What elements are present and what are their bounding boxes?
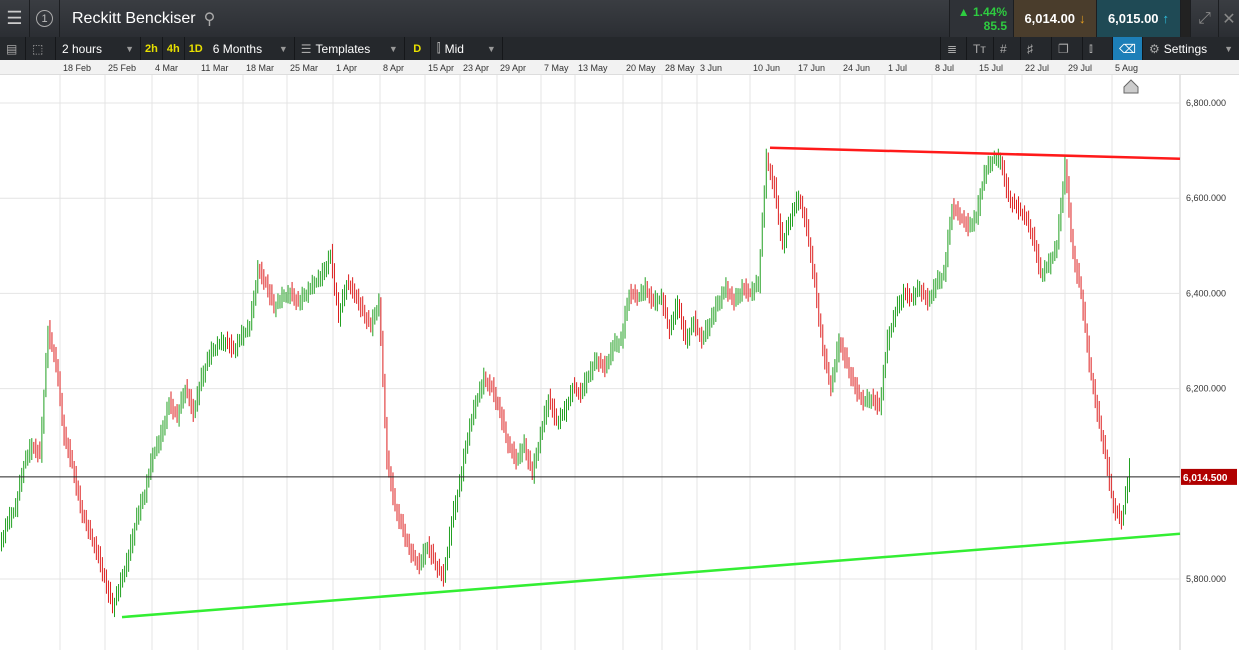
header-bar: ☰ 1 Reckitt Benckiser ⚲ ▲ 1.44% 85.5 6,014… [0, 0, 1239, 37]
y-tick-label: 6,400.000 [1186, 288, 1226, 298]
x-tick-label: 20 May [626, 63, 656, 73]
templates-select[interactable]: ☰ Templates ▼ [295, 37, 405, 60]
sell-button[interactable]: 6,014.00 ↓ [1014, 0, 1097, 37]
settings-label: Settings [1163, 41, 1208, 56]
sell-price: 6,014.00 [1024, 11, 1076, 26]
text-icon[interactable]: Tт [967, 37, 994, 60]
price-axis [1180, 75, 1239, 650]
y-tick-label: 6,200.000 [1186, 384, 1226, 394]
x-tick-label: 1 Jul [888, 63, 908, 73]
arrow-up-icon: ↑ [1162, 11, 1170, 26]
x-tick-label: 13 May [578, 63, 608, 73]
range-select[interactable]: 6 Months ▼ [207, 37, 295, 60]
change-percent: 1.44% [972, 4, 1007, 19]
quick-1d[interactable]: 1D [188, 42, 203, 55]
candles-icon: ⫿ [436, 41, 441, 55]
chevron-down-icon: ▼ [388, 43, 398, 54]
x-tick-label: 23 Apr [463, 63, 490, 73]
price-chart[interactable]: 6,800.000 6,600.000 6,400.000 6,200.000 5,80… [0, 75, 1239, 650]
close-icon[interactable]: ✕ [1222, 10, 1236, 28]
x-tick-label: 7 May [544, 63, 569, 73]
x-tick-label: 4 Mar [155, 63, 179, 73]
buy-button[interactable]: 6,015.00 ↑ [1097, 0, 1181, 37]
menu-icon[interactable]: ☰ [0, 0, 30, 37]
y-tick-label: 6,600.000 [1186, 193, 1226, 203]
x-tick-label: 5 Aug [1115, 63, 1139, 73]
sliders-icon: ☰ [300, 41, 312, 56]
x-tick-label: 18 Mar [246, 63, 275, 73]
expand-icon[interactable]: ⤢ [1191, 0, 1219, 37]
x-tick-label: 11 Mar [201, 63, 229, 73]
support-trendline [121, 532, 1181, 619]
x-tick-label: 29 Jul [1068, 63, 1093, 73]
current-price-label: 6,014.500 [1183, 473, 1228, 484]
x-tick-label: 8 Jul [935, 63, 955, 73]
interval-select[interactable]: 2 hours ▼ [56, 37, 141, 60]
y-tick-label: 5,800.000 [1186, 574, 1226, 584]
chevron-down-icon: ▼ [278, 43, 288, 54]
search-icon[interactable]: ⚲ [203, 10, 216, 28]
x-tick-label: 29 Apr [500, 63, 527, 73]
x-tick-label: 10 Jun [753, 63, 781, 73]
time-axis[interactable]: 18 Feb 25 Feb 4 Mar 11 Mar 18 Mar 25 Mar 1 Apr… [0, 60, 1239, 75]
instrument-name: Reckitt Benckiser [72, 9, 196, 27]
list-icon[interactable]: ▤ [0, 37, 26, 60]
price-type-value: Mid [444, 41, 464, 56]
grid-icon[interactable]: # [994, 37, 1021, 60]
scroll-marker-icon[interactable] [1123, 79, 1139, 94]
candle-icon[interactable]: ⫾ [1083, 37, 1113, 60]
x-tick-label: 22 Jul [1025, 63, 1050, 73]
x-tick-label: 15 Jul [979, 63, 1004, 73]
indicators-icon[interactable]: ≣ [940, 37, 967, 60]
x-tick-label: 8 Apr [383, 63, 405, 73]
x-tick-label: 28 May [665, 63, 695, 73]
interval-value: 2 hours [62, 41, 103, 56]
x-tick-label: 15 Apr [428, 63, 455, 73]
quick-2h[interactable]: 2h [141, 37, 163, 60]
price-type-select[interactable]: ⫿ Mid ▼ [431, 37, 503, 60]
range-value: 6 Months [212, 41, 263, 56]
chevron-down-icon: ▼ [1224, 43, 1233, 54]
quick-4h[interactable]: 4h [163, 37, 185, 60]
x-tick-label: 25 Feb [108, 63, 137, 73]
chevron-down-icon: ▼ [125, 43, 134, 54]
y-tick-label: 6,800.000 [1186, 98, 1226, 108]
buy-price: 6,015.00 [1107, 11, 1159, 26]
gear-icon: ⚙ [1149, 41, 1160, 56]
x-tick-label: 25 Mar [290, 63, 319, 73]
x-tick-label: 17 Jun [798, 63, 826, 73]
change-absolute: 85.5 [983, 18, 1007, 33]
layers-icon[interactable]: ❐ [1052, 37, 1083, 60]
x-tick-label: 18 Feb [63, 63, 92, 73]
arrow-down-icon: ↓ [1079, 11, 1086, 26]
draw-grid-icon[interactable]: ♯ [1021, 37, 1052, 60]
d-button[interactable]: D [405, 37, 431, 60]
instrument-title[interactable]: Reckitt Benckiser ⚲ [60, 0, 950, 37]
current-price-tag [1181, 468, 1237, 485]
settings-button[interactable]: ⚙ Settings ▼ [1143, 37, 1239, 60]
templates-label: Templates [315, 41, 371, 56]
price-tag-icon[interactable]: ⌫ [1113, 37, 1143, 60]
price-change: ▲ 1.44% 85.5 [950, 0, 1014, 37]
chart-toolbar: ▤ ⬚ 2 hours ▼ 2h 4h 1D 6 Months ▼ ☰ Templat… [0, 37, 1239, 60]
scroll-handle[interactable] [1181, 0, 1191, 37]
workspace-badge[interactable]: 1 [30, 0, 60, 37]
chevron-down-icon: ▼ [486, 43, 496, 54]
resistance-trendline [769, 146, 1181, 160]
x-tick-label: 1 Apr [336, 63, 358, 73]
x-tick-label: 24 Jun [843, 63, 871, 73]
layout-icon[interactable]: ⬚ [26, 37, 56, 60]
x-tick-label: 3 Jun [700, 63, 723, 73]
